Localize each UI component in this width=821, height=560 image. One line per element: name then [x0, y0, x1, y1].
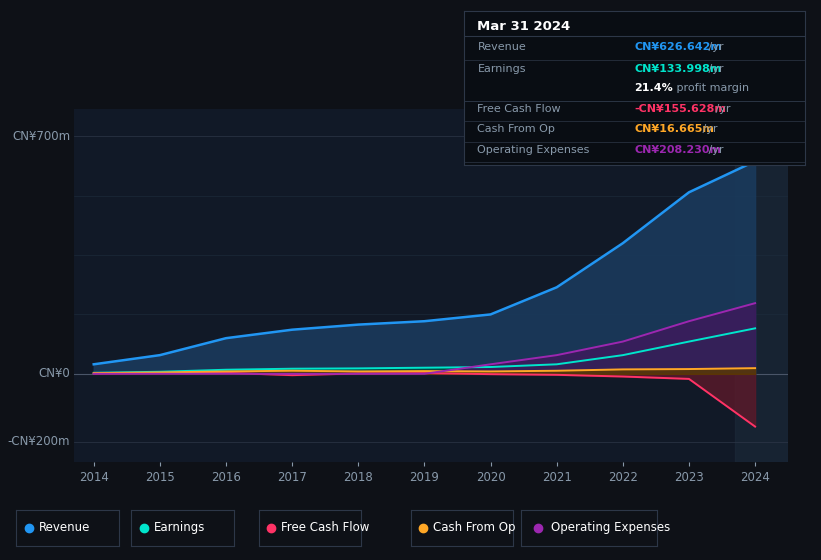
Text: CN¥16.665m: CN¥16.665m — [635, 124, 714, 134]
Text: Cash From Op: Cash From Op — [433, 521, 516, 534]
Text: Operating Expenses: Operating Expenses — [551, 521, 671, 534]
Text: Operating Expenses: Operating Expenses — [478, 145, 589, 155]
Text: Earnings: Earnings — [478, 64, 526, 74]
Text: Revenue: Revenue — [39, 521, 90, 534]
Text: /yr: /yr — [705, 145, 724, 155]
Text: CN¥208.230m: CN¥208.230m — [635, 145, 721, 155]
Text: Free Cash Flow: Free Cash Flow — [478, 104, 561, 114]
Text: CN¥626.642m: CN¥626.642m — [635, 42, 722, 52]
Text: Mar 31 2024: Mar 31 2024 — [478, 21, 571, 34]
Text: /yr: /yr — [705, 42, 724, 52]
Text: Cash From Op: Cash From Op — [478, 124, 555, 134]
Text: profit margin: profit margin — [673, 83, 750, 93]
Text: -CN¥155.628m: -CN¥155.628m — [635, 104, 726, 114]
Text: /yr: /yr — [705, 64, 724, 74]
Text: Earnings: Earnings — [154, 521, 205, 534]
Text: CN¥0: CN¥0 — [39, 367, 71, 380]
Bar — [736, 109, 788, 462]
Text: Free Cash Flow: Free Cash Flow — [281, 521, 369, 534]
Text: -CN¥200m: -CN¥200m — [8, 435, 71, 448]
Text: /yr: /yr — [712, 104, 731, 114]
Text: /yr: /yr — [699, 124, 718, 134]
Text: 21.4%: 21.4% — [635, 83, 673, 93]
Text: CN¥700m: CN¥700m — [12, 130, 71, 143]
Text: CN¥133.998m: CN¥133.998m — [635, 64, 722, 74]
Text: Revenue: Revenue — [478, 42, 526, 52]
